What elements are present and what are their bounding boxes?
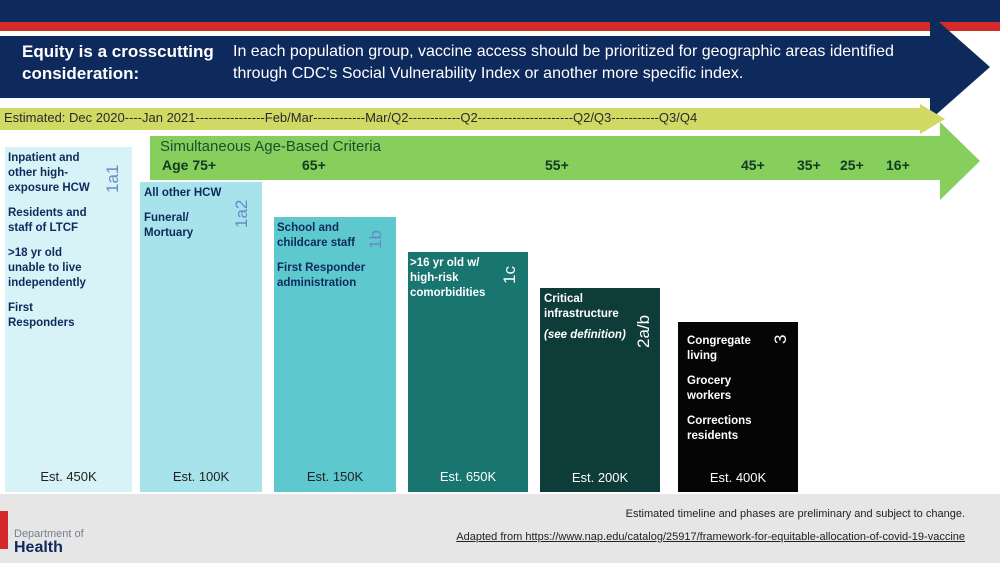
age-label-25: 25+ bbox=[840, 157, 864, 173]
phase-1c-item: >16 yr old w/ high-risk comorbidities bbox=[410, 257, 486, 299]
phase-1a2-item: Funeral/ Mortuary bbox=[144, 212, 194, 239]
phase-2ab-item: Critical infrastructure bbox=[544, 293, 619, 320]
age-label-75: Age 75+ bbox=[162, 157, 217, 173]
top-red-stripe bbox=[0, 22, 1000, 31]
logo-red-mark bbox=[0, 511, 8, 549]
phase-1a2-item: All other HCW bbox=[144, 187, 222, 199]
phase-bar-2ab: Critical infrastructure (see definition)… bbox=[540, 288, 660, 492]
phase-1a1-item: Inpatient and other high-exposure HCW bbox=[8, 152, 90, 194]
phase-2ab-label: 2a/b bbox=[634, 314, 653, 348]
phase-3-estimate: Est. 400K bbox=[709, 470, 767, 485]
timeline-arrow bbox=[0, 104, 945, 134]
phase-1b-estimate: Est. 150K bbox=[306, 469, 364, 484]
phase-1a1-items: Inpatient and other high-exposure HCW Re… bbox=[8, 151, 96, 341]
phase-1b-items: School and childcare staff First Respond… bbox=[277, 221, 373, 301]
phase-1a2-label: 1a2 bbox=[232, 199, 251, 228]
footer-disclaimer: Estimated timeline and phases are prelim… bbox=[625, 508, 965, 520]
phase-1a2-items: All other HCW Funeral/ Mortuary bbox=[144, 186, 226, 251]
phase-1b-item: School and childcare staff bbox=[277, 222, 355, 249]
phase-1a1-item: >18 yr old unable to live independently bbox=[8, 247, 86, 289]
phase-1c-label: 1c bbox=[500, 266, 519, 284]
phase-1a1-item: First Responders bbox=[8, 302, 75, 329]
phase-1a1-estimate: Est. 450K bbox=[40, 469, 97, 484]
age-criteria-arrow bbox=[150, 122, 980, 200]
phase-2ab-estimate: Est. 200K bbox=[571, 470, 629, 485]
phase-3-item: Congregate living bbox=[687, 335, 751, 362]
phase-bar-1a2: All other HCW Funeral/ Mortuary 1a2 Est.… bbox=[140, 182, 262, 492]
age-label-16: 16+ bbox=[886, 157, 910, 173]
phase-1a1-label: 1a1 bbox=[103, 164, 122, 193]
age-label-55: 55+ bbox=[545, 157, 569, 173]
footer-band bbox=[0, 494, 1000, 563]
equity-banner-arrow bbox=[0, 14, 990, 120]
phase-1c-items: >16 yr old w/ high-risk comorbidities bbox=[410, 256, 498, 311]
phase-bar-3: Congregate living Grocery workers Correc… bbox=[678, 322, 798, 492]
age-label-45: 45+ bbox=[741, 157, 765, 173]
phase-1a1-item: Residents and staff of LTCF bbox=[8, 207, 87, 234]
phase-3-items: Congregate living Grocery workers Correc… bbox=[687, 334, 775, 454]
phase-2ab-note: (see definition) bbox=[544, 329, 626, 341]
phase-3-label: 3 bbox=[771, 334, 790, 344]
phase-3-item: Corrections residents bbox=[687, 415, 752, 442]
phase-2ab-items: Critical infrastructure (see definition) bbox=[544, 292, 630, 353]
phase-bar-1c: >16 yr old w/ high-risk comorbidities 1c… bbox=[408, 252, 528, 492]
phase-1a2-estimate: Est. 100K bbox=[172, 469, 230, 484]
phase-bar-1b: School and childcare staff First Respond… bbox=[274, 217, 396, 492]
footer-source-link[interactable]: Adapted from https://www.nap.edu/catalog… bbox=[456, 531, 965, 543]
age-label-65: 65+ bbox=[302, 157, 326, 173]
age-label-35: 35+ bbox=[797, 157, 821, 173]
phase-1b-label: 1b bbox=[366, 230, 385, 249]
phase-1c-estimate: Est. 650K bbox=[439, 469, 497, 484]
phase-1b-item: First Responder administration bbox=[277, 262, 366, 289]
top-header-strip bbox=[0, 0, 1000, 22]
top-white-gap bbox=[0, 31, 1000, 37]
logo-department-text: Department of bbox=[14, 528, 84, 540]
phase-3-item: Grocery workers bbox=[687, 375, 732, 402]
equity-title: Equity is a crosscutting consideration: bbox=[22, 42, 214, 83]
timeline-label: Estimated: Dec 2020----Jan 2021---------… bbox=[4, 110, 698, 125]
age-criteria-title: Simultaneous Age-Based Criteria bbox=[160, 138, 381, 155]
equity-description: In each population group, vaccine access… bbox=[233, 43, 894, 82]
phase-bar-1a1: Inpatient and other high-exposure HCW Re… bbox=[5, 147, 132, 492]
logo-health-text: Health bbox=[14, 539, 63, 556]
